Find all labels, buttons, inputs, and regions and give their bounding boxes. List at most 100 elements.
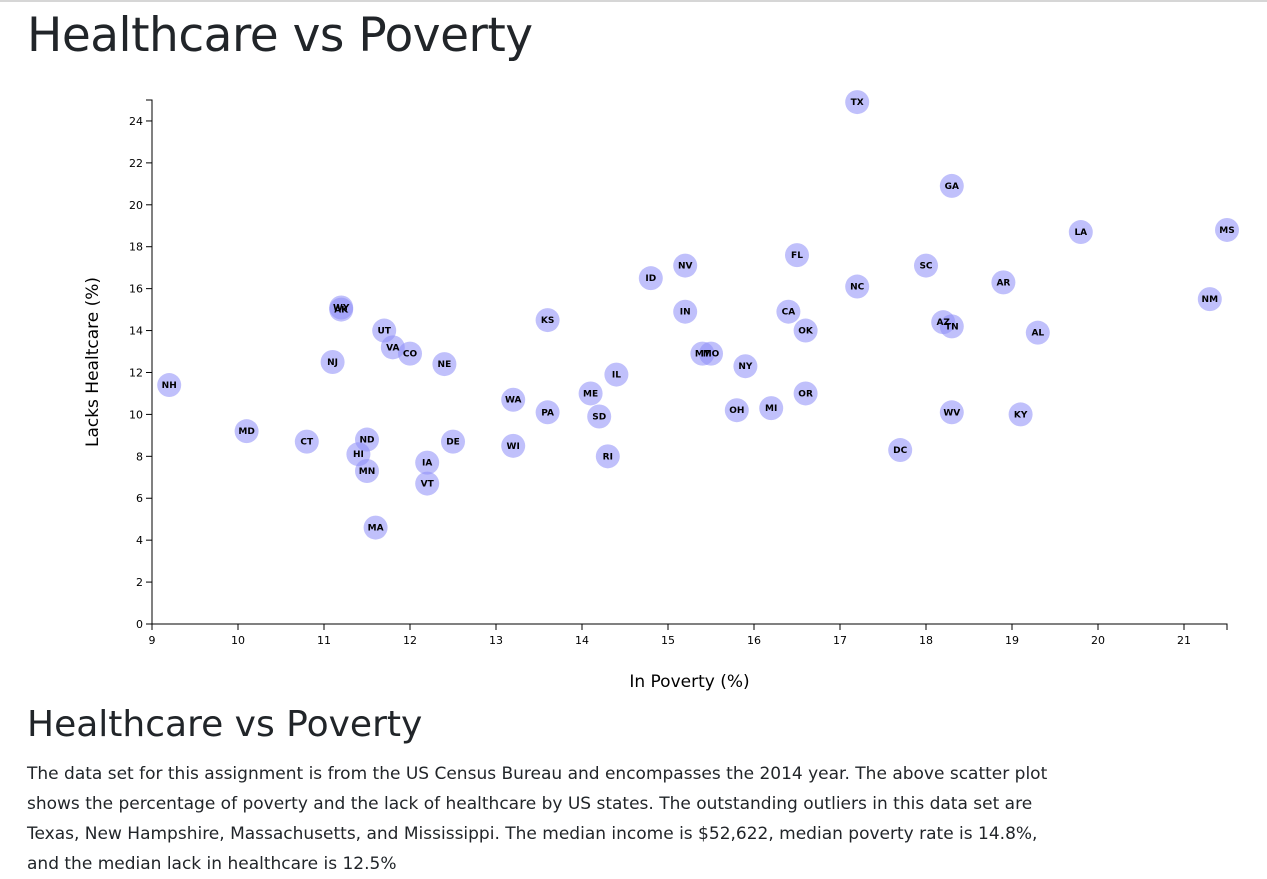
data-label-hi: HI [353, 450, 364, 460]
x-tick-label: 18 [919, 634, 933, 647]
data-label-ak: AK [334, 306, 349, 316]
data-point-ky [1008, 402, 1033, 427]
y-tick-label: 18 [129, 241, 143, 254]
data-label-wy: WY [333, 304, 350, 314]
data-point-co [398, 341, 422, 366]
data-label-vt: VT [421, 480, 435, 490]
data-label-ny: NY [738, 362, 753, 372]
y-axis-line [146, 99, 153, 625]
data-label-nv: NV [678, 262, 693, 272]
data-label-mn: MN [359, 467, 376, 477]
data-label-az: AZ [936, 318, 950, 328]
data-label-sd: SD [592, 412, 606, 422]
data-label-ga: GA [945, 182, 959, 192]
data-label-mt: MT [695, 350, 711, 360]
page-title: Healthcare vs Poverty [27, 8, 533, 63]
data-label-nh: NH [162, 381, 177, 391]
data-label-oh: OH [729, 406, 744, 416]
data-point-sc [914, 253, 938, 278]
x-tick-label: 9 [149, 634, 156, 647]
data-point-nh [157, 373, 182, 398]
y-tick-label: 0 [136, 618, 143, 631]
x-tick-label: 10 [231, 634, 245, 647]
data-label-tn: TN [945, 322, 959, 332]
data-point-nc [845, 274, 870, 299]
data-label-ar: AR [996, 278, 1010, 288]
data-point-ny [733, 354, 758, 379]
data-label-me: ME [583, 389, 598, 399]
data-point-ms [1215, 217, 1239, 242]
data-point-wi [501, 433, 526, 458]
data-point-il [604, 362, 629, 387]
data-label-in: IN [680, 308, 691, 318]
data-label-wv: WV [943, 408, 960, 418]
y-tick-label: 4 [136, 534, 143, 547]
data-point-id [638, 266, 663, 291]
data-point-ks [535, 308, 560, 333]
y-tick-label: 24 [129, 115, 143, 128]
x-tick-label: 20 [1091, 634, 1105, 647]
data-point-pa [535, 400, 560, 425]
data-label-al: AL [1031, 329, 1044, 339]
data-label-fl: FL [791, 251, 803, 261]
data-point-in [673, 299, 698, 324]
data-label-mi: MI [765, 404, 777, 414]
data-label-nc: NC [850, 283, 865, 293]
data-point-ri [595, 444, 620, 469]
data-label-co: CO [403, 350, 418, 360]
data-point-la [1068, 220, 1093, 245]
data-label-ut: UT [377, 327, 391, 337]
data-point-mn [355, 458, 379, 483]
data-label-ma: MA [368, 524, 384, 534]
data-point-wv [939, 400, 964, 425]
data-point-ma [363, 515, 388, 540]
x-tick-label: 17 [833, 634, 847, 647]
data-label-sc: SC [919, 262, 932, 272]
x-tick-label: 21 [1177, 634, 1191, 647]
data-point-nm [1197, 287, 1222, 312]
data-label-id: ID [645, 274, 656, 284]
data-label-va: VA [386, 343, 399, 353]
data-point-nv [673, 253, 698, 278]
data-point-ga [939, 173, 964, 198]
data-point-de [441, 429, 465, 454]
data-point-nj [320, 350, 345, 374]
x-tick-label: 14 [575, 634, 589, 647]
chart-axes: 9 10 11 12 13 14 15 16 17 18 19 20 21024681012141618… [129, 99, 1228, 647]
data-label-wa: WA [505, 396, 522, 406]
data-point-ak [329, 297, 354, 322]
section-title: Healthcare vs Poverty [27, 704, 423, 745]
data-point-ca [776, 299, 801, 324]
data-label-ia: IA [422, 459, 432, 469]
x-tick-label: 19 [1005, 634, 1019, 647]
x-tick-label: 13 [489, 634, 503, 647]
data-point-sd [587, 404, 612, 429]
y-tick-label: 14 [129, 325, 143, 338]
y-tick-label: 10 [129, 408, 143, 421]
data-point-mi [759, 396, 784, 421]
data-point-me [578, 381, 603, 406]
data-label-ca: CA [782, 308, 796, 318]
data-point-mo [699, 341, 723, 366]
data-label-pa: PA [541, 408, 554, 418]
data-point-ia [415, 450, 440, 475]
x-tick-label: 12 [403, 634, 417, 647]
data-point-ne [432, 352, 457, 377]
data-label-wi: WI [507, 442, 520, 452]
data-point-al [1025, 320, 1050, 345]
data-label-dc: DC [893, 446, 907, 456]
data-point-or [793, 381, 818, 406]
data-point-vt [415, 471, 440, 496]
x-tick-label: 15 [661, 634, 675, 647]
data-label-ky: KY [1014, 410, 1028, 420]
y-tick-label: 2 [136, 576, 143, 589]
y-tick-label: 22 [129, 157, 143, 170]
y-tick-label: 12 [129, 366, 143, 379]
data-point-ok [793, 318, 818, 343]
data-label-md: MD [238, 427, 254, 437]
data-label-tx: TX [851, 98, 864, 108]
data-label-nj: NJ [327, 358, 338, 368]
data-label-ct: CT [300, 438, 314, 448]
data-label-ri: RI [603, 452, 613, 462]
